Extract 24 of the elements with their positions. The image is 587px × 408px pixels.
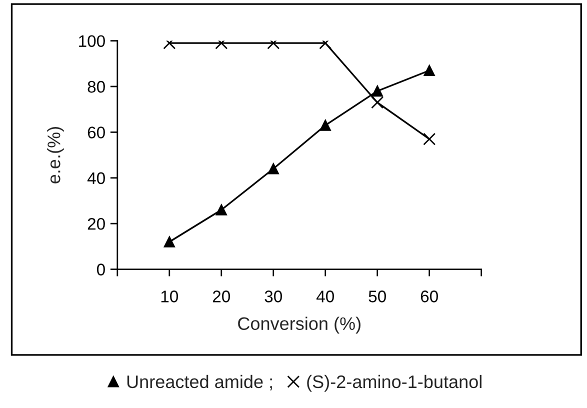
y-tick-label: 40: [87, 172, 105, 184]
y-tick-label: 0: [96, 264, 105, 276]
point: [216, 204, 227, 216]
x-tick-label: 30: [264, 290, 282, 302]
x-axis-title: Conversion (%): [238, 316, 360, 334]
x-tick-label: 50: [368, 290, 386, 302]
y-tick-label: 80: [88, 80, 105, 93]
point: [372, 86, 383, 97]
y-tick-label: 60: [88, 126, 105, 138]
y-axis-title: e.e.(%): [47, 127, 64, 184]
point: [320, 120, 331, 131]
legend-label: Unreacted amide ;: [127, 374, 272, 390]
x-tick-label: 20: [212, 290, 230, 302]
legend-label: (S)-2-amino-1-butanol: [307, 374, 482, 392]
x-tick-label: 60: [420, 290, 438, 302]
point: [164, 236, 175, 248]
point: [268, 163, 279, 174]
point: [371, 96, 384, 109]
y-tick-label: 100: [79, 35, 105, 48]
y-tick-label: 20: [88, 218, 105, 230]
x-tick-label: 40: [316, 290, 334, 302]
x-tick-label: 10: [161, 290, 178, 302]
point: [424, 64, 435, 76]
point: [423, 132, 436, 146]
